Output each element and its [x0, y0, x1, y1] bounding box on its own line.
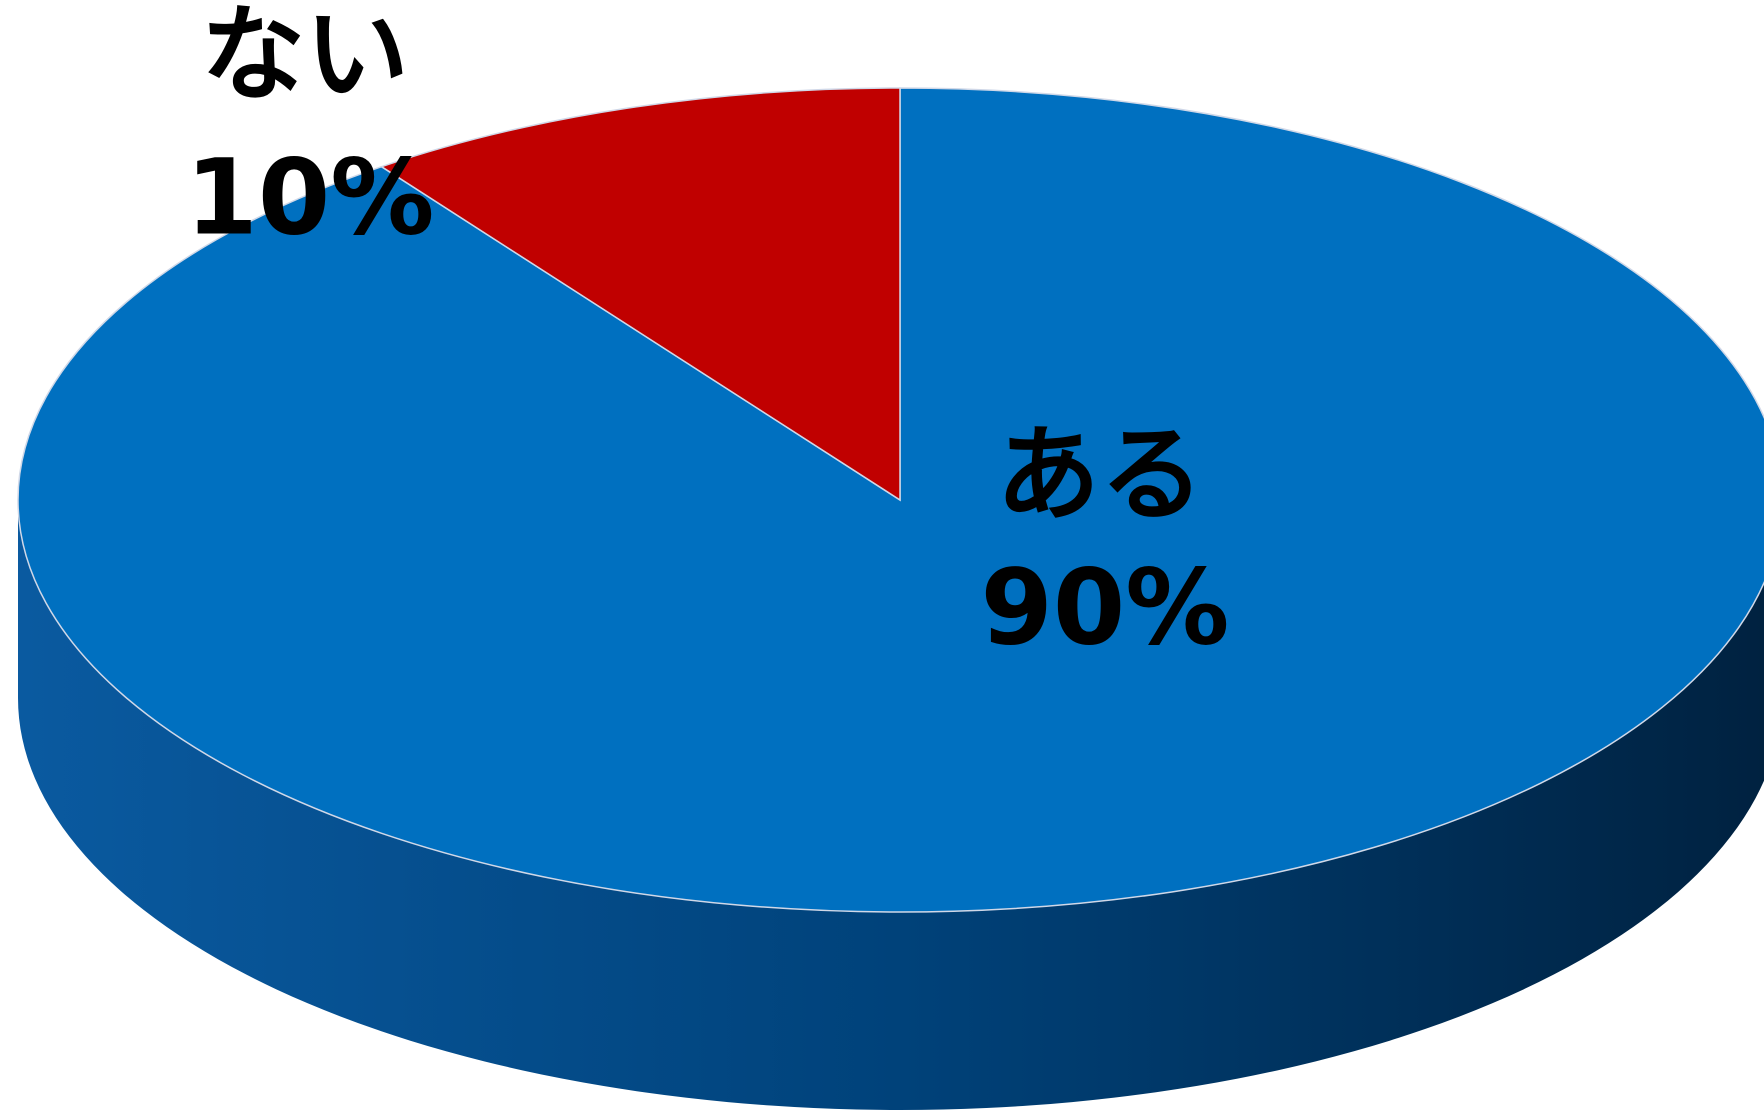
- slice-value-label: 10%: [186, 136, 435, 258]
- slice-value-label: 90%: [981, 546, 1230, 668]
- pie-slice: [379, 87, 901, 502]
- pie-side: [18, 500, 1764, 1110]
- slice-category-label: ない: [201, 0, 409, 115]
- slice-category-label: ある: [996, 413, 1204, 535]
- pie-slice: [17, 87, 1764, 913]
